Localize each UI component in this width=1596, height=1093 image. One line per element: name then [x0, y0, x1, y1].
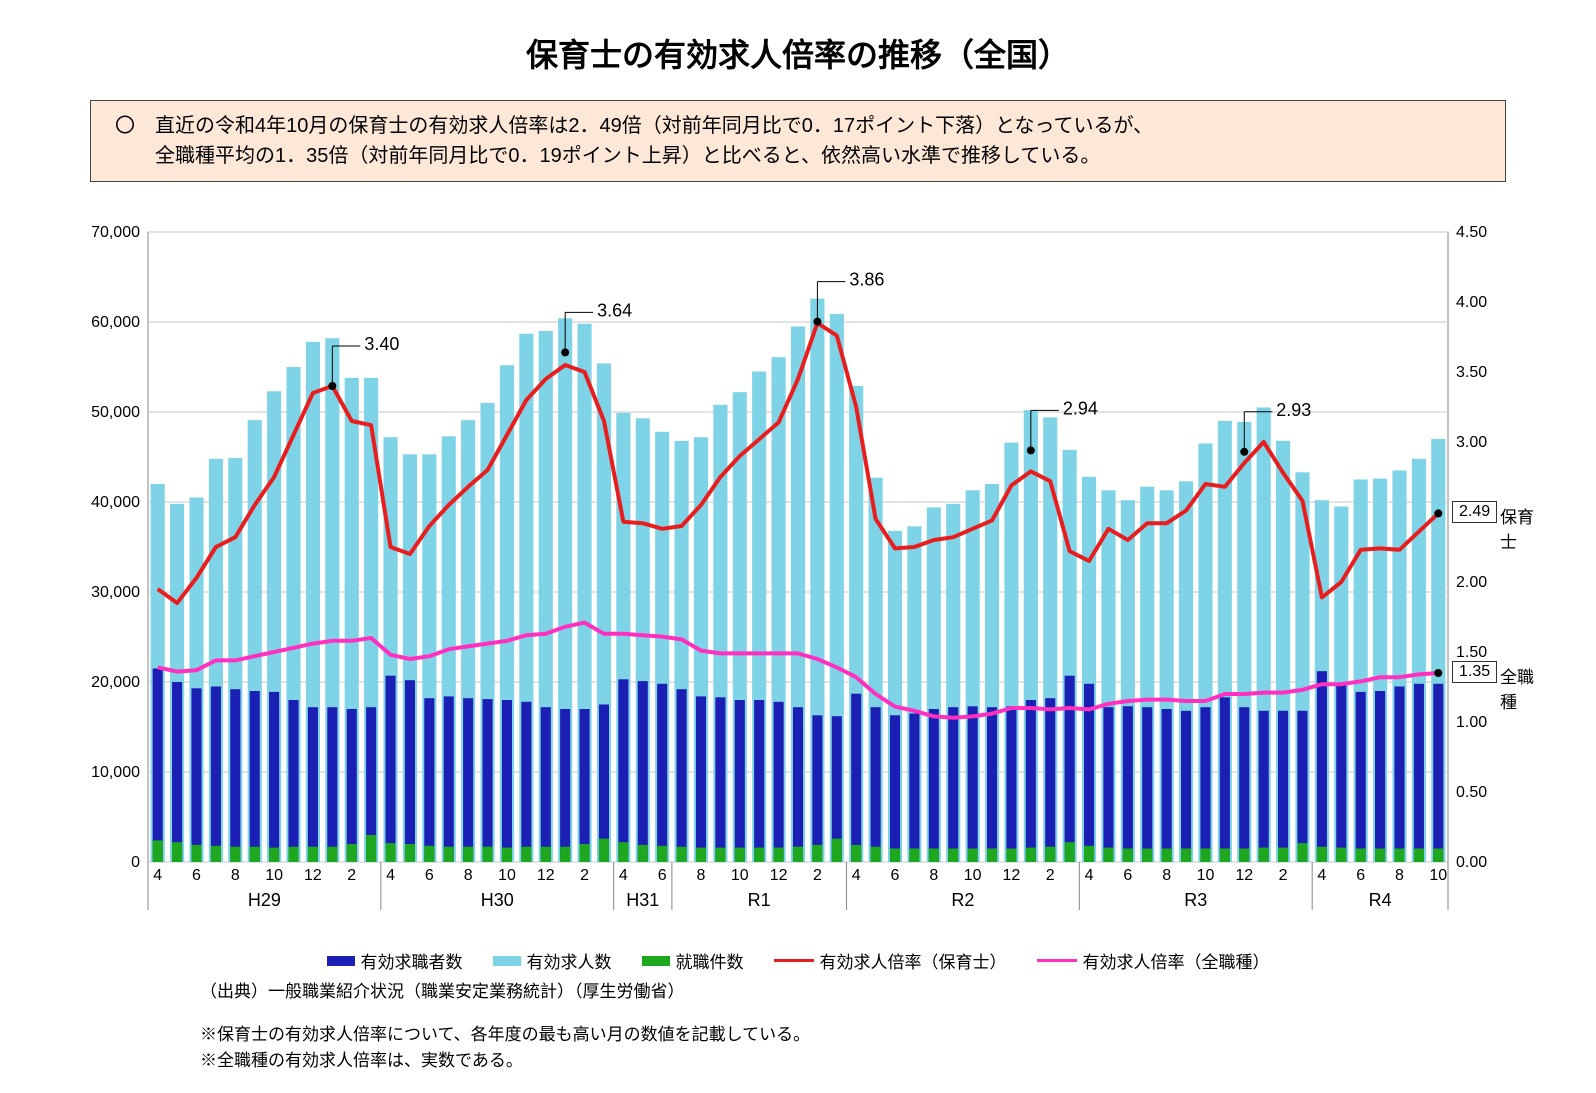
svg-text:H31: H31 [626, 890, 659, 910]
chart-container: 0 10,000 20,000 30,000 40,000 50,000 60,000 70,… [58, 202, 1538, 942]
end-label-all-value: 1.35 [1452, 661, 1497, 683]
svg-text:10: 10 [964, 867, 982, 884]
legend: 有効求職者数 有効求人数 就職件数 有効求人倍率（保育士） 有効求人倍率（全職種… [30, 948, 1566, 973]
svg-text:3.64: 3.64 [597, 300, 632, 320]
svg-text:2: 2 [1046, 867, 1055, 884]
legend-hires: 就職件数 [642, 948, 744, 973]
svg-text:3.50: 3.50 [1456, 364, 1487, 381]
legend-swatch-seekers [327, 956, 355, 966]
svg-text:12: 12 [304, 867, 322, 884]
svg-text:3.40: 3.40 [364, 334, 399, 354]
legend-swatch-ratio-childcare [774, 959, 814, 962]
svg-text:4: 4 [1085, 867, 1094, 884]
legend-label-ratio-all: 有効求人倍率（全職種） [1083, 948, 1270, 973]
svg-text:70,000: 70,000 [91, 224, 140, 241]
svg-text:60,000: 60,000 [91, 314, 140, 331]
svg-text:6: 6 [192, 867, 201, 884]
legend-seekers: 有効求職者数 [327, 948, 463, 973]
svg-text:4: 4 [386, 867, 395, 884]
svg-text:2.94: 2.94 [1063, 398, 1098, 418]
svg-text:10: 10 [731, 867, 749, 884]
svg-text:30,000: 30,000 [91, 584, 140, 601]
svg-text:12: 12 [537, 867, 555, 884]
svg-text:H29: H29 [248, 890, 281, 910]
svg-text:R4: R4 [1369, 890, 1392, 910]
svg-text:2.00: 2.00 [1456, 574, 1487, 591]
legend-label-ratio-childcare: 有効求人倍率（保育士） [820, 948, 1007, 973]
svg-text:6: 6 [1356, 867, 1365, 884]
svg-text:8: 8 [1395, 867, 1404, 884]
summary-line-2: 全職種平均の1．35倍（対前年同月比で0．19ポイント上昇）と比べると、依然高い… [115, 141, 1481, 171]
svg-text:6: 6 [891, 867, 900, 884]
svg-text:10: 10 [498, 867, 516, 884]
svg-text:1.50: 1.50 [1456, 644, 1487, 661]
summary-line-1: 〇 直近の令和4年10月の保育士の有効求人倍率は2．49倍（対前年同月比で0．1… [115, 111, 1481, 141]
svg-text:3.86: 3.86 [849, 270, 884, 290]
svg-text:3.00: 3.00 [1456, 434, 1487, 451]
svg-text:2: 2 [347, 867, 356, 884]
svg-text:4: 4 [852, 867, 861, 884]
svg-text:0: 0 [131, 854, 140, 871]
svg-text:8: 8 [231, 867, 240, 884]
legend-ratio-all: 有効求人倍率（全職種） [1037, 948, 1270, 973]
chart-svg: 0 10,000 20,000 30,000 40,000 50,000 60,000 70,… [58, 202, 1538, 942]
svg-text:8: 8 [929, 867, 938, 884]
svg-text:0.00: 0.00 [1456, 854, 1487, 871]
svg-text:2: 2 [580, 867, 589, 884]
svg-text:6: 6 [658, 867, 667, 884]
svg-text:10: 10 [1429, 867, 1447, 884]
svg-text:2.93: 2.93 [1276, 400, 1311, 420]
svg-text:6: 6 [425, 867, 434, 884]
svg-text:8: 8 [464, 867, 473, 884]
svg-text:50,000: 50,000 [91, 404, 140, 421]
source-text: （出典）一般職業紹介状況（職業安定業務統計）（厚生労働省） [200, 977, 1566, 1002]
svg-text:4: 4 [619, 867, 628, 884]
svg-text:4: 4 [153, 867, 162, 884]
svg-text:H30: H30 [481, 890, 514, 910]
svg-text:4: 4 [1317, 867, 1326, 884]
legend-label-hires: 就職件数 [676, 948, 744, 973]
svg-text:8: 8 [1162, 867, 1171, 884]
end-label-childcare-name: 保育士 [1500, 503, 1538, 553]
legend-label-openings: 有効求人数 [527, 948, 612, 973]
svg-text:40,000: 40,000 [91, 494, 140, 511]
legend-openings: 有効求人数 [493, 948, 612, 973]
svg-text:0.50: 0.50 [1456, 784, 1487, 801]
footnote-2: ※全職種の有効求人倍率は、実数である。 [200, 1048, 1566, 1074]
svg-text:R1: R1 [748, 890, 771, 910]
end-label-childcare-value: 2.49 [1452, 501, 1497, 523]
svg-text:6: 6 [1123, 867, 1132, 884]
legend-swatch-ratio-all [1037, 959, 1077, 962]
svg-text:R3: R3 [1184, 890, 1207, 910]
svg-text:12: 12 [770, 867, 788, 884]
svg-text:R2: R2 [951, 890, 974, 910]
svg-text:2: 2 [813, 867, 822, 884]
legend-label-seekers: 有効求職者数 [361, 948, 463, 973]
legend-ratio-childcare: 有効求人倍率（保育士） [774, 948, 1007, 973]
svg-text:12: 12 [1003, 867, 1021, 884]
svg-text:10: 10 [265, 867, 283, 884]
svg-text:8: 8 [697, 867, 706, 884]
legend-swatch-openings [493, 956, 521, 966]
svg-text:12: 12 [1235, 867, 1253, 884]
svg-text:4.00: 4.00 [1456, 294, 1487, 311]
end-label-all-name: 全職種 [1500, 663, 1538, 713]
svg-text:10,000: 10,000 [91, 764, 140, 781]
footnotes: ※保育士の有効求人倍率について、各年度の最も高い月の数値を記載している。 ※全職… [200, 1022, 1566, 1073]
svg-text:2: 2 [1279, 867, 1288, 884]
svg-text:20,000: 20,000 [91, 674, 140, 691]
svg-text:1.00: 1.00 [1456, 714, 1487, 731]
svg-text:4.50: 4.50 [1456, 224, 1487, 241]
summary-box: 〇 直近の令和4年10月の保育士の有効求人倍率は2．49倍（対前年同月比で0．1… [90, 100, 1506, 182]
page-title: 保育士の有効求人倍率の推移（全国） [30, 30, 1566, 76]
svg-text:10: 10 [1197, 867, 1215, 884]
footnote-1: ※保育士の有効求人倍率について、各年度の最も高い月の数値を記載している。 [200, 1022, 1566, 1048]
legend-swatch-hires [642, 956, 670, 966]
